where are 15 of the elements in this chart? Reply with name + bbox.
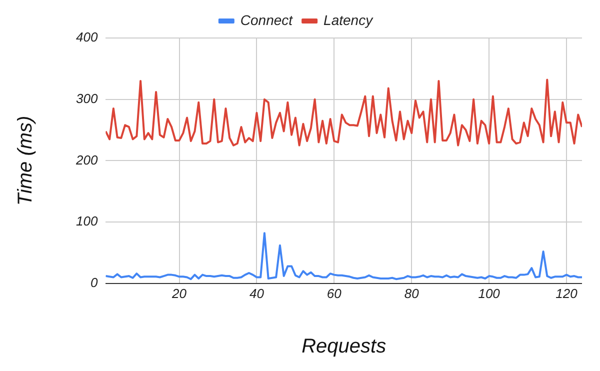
x-tick-label: 120 [556,286,578,301]
y-tick-label: 200 [74,152,98,168]
legend-label: Latency [324,12,374,28]
y-tick-label: 400 [76,30,98,45]
y-tick-label: 100 [76,214,98,229]
y-axis-title: Time (ms) [14,116,37,206]
y-tick-label: 0 [90,275,98,290]
legend-label: Connect [240,12,294,28]
x-axis-title: Requests [302,336,386,358]
y-tick-label: 300 [76,90,98,106]
x-tick-label: 60 [326,286,342,301]
x-tick-label: 100 [478,286,501,301]
x-tick-label: 80 [404,286,420,301]
x-tick-label: 20 [171,286,188,301]
x-tick-label: 40 [249,286,265,301]
